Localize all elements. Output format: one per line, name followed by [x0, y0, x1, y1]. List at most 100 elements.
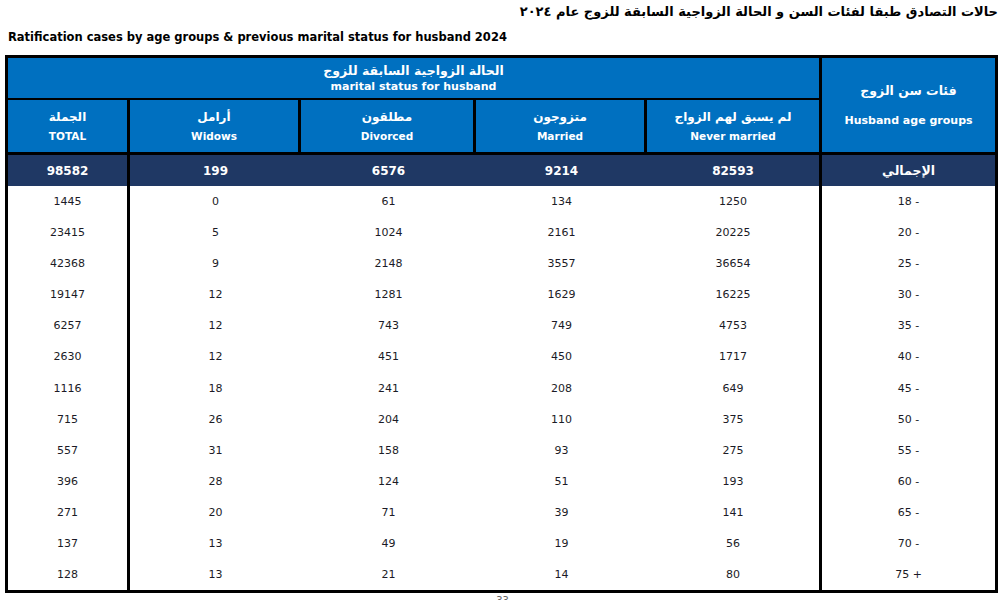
total-cell-married: 9214 — [476, 155, 647, 186]
age-groups-body: 18 - 20 - 25 - 30 - 35 - 40 - 45 - 50 - … — [822, 186, 995, 590]
cell-total: 715 — [8, 404, 130, 435]
cell-divorced: 61 — [301, 186, 476, 217]
cell-married: 1629 — [476, 279, 647, 310]
cell-total: 2630 — [8, 341, 130, 372]
cell-widows: 13 — [130, 559, 301, 590]
cell-widows: 12 — [130, 341, 301, 372]
table-row: 42368 9 2148 3557 36654 — [8, 248, 819, 279]
cell-never-married: 193 — [647, 466, 819, 497]
column-header-total: الجملة TOTAL — [8, 100, 130, 152]
page-title-english: Ratification cases by age groups & previ… — [8, 30, 507, 44]
cell-married: 110 — [476, 404, 647, 435]
table-row: 2630 12 451 450 1717 — [8, 341, 819, 372]
cell-widows: 5 — [130, 217, 301, 248]
cell-widows: 26 — [130, 404, 301, 435]
cell-divorced: 1281 — [301, 279, 476, 310]
cell-divorced: 204 — [301, 404, 476, 435]
cell-widows: 28 — [130, 466, 301, 497]
column-header-divorced-en: Divorced — [361, 130, 413, 142]
cell-total: 19147 — [8, 279, 130, 310]
cell-never-married: 141 — [647, 497, 819, 528]
total-cell-widows: 199 — [130, 155, 301, 186]
cell-married: 450 — [476, 341, 647, 372]
cell-total: 23415 — [8, 217, 130, 248]
cell-never-married: 1250 — [647, 186, 819, 217]
cell-married: 51 — [476, 466, 647, 497]
cell-married: 93 — [476, 435, 647, 466]
column-header-married-en: Married — [537, 130, 583, 142]
cell-married: 14 — [476, 559, 647, 590]
cell-widows: 13 — [130, 528, 301, 559]
column-header-divorced: مطلقون Divorced — [301, 100, 476, 152]
cell-divorced: 71 — [301, 497, 476, 528]
cell-married: 208 — [476, 372, 647, 403]
column-header-married: متزوجون Married — [476, 100, 647, 152]
cell-never-married: 1717 — [647, 341, 819, 372]
age-group-label: 60 - — [822, 466, 995, 497]
table-row: 19147 12 1281 1629 16225 — [8, 279, 819, 310]
age-total-label: الإجمالي — [822, 155, 995, 186]
table-row: 137 13 49 19 56 — [8, 528, 819, 559]
table-row: 715 26 204 110 375 — [8, 404, 819, 435]
group-header-arabic: الحالة الزواجية السابقة للزوج — [323, 63, 504, 78]
column-header-widows: أرامل Widows — [130, 100, 301, 152]
age-group-label: 20 - — [822, 217, 995, 248]
cell-total: 137 — [8, 528, 130, 559]
age-group-label: 35 - — [822, 310, 995, 341]
age-groups-header-ar: فئات سن الزوج — [860, 83, 956, 98]
table-body: 1445 0 61 134 1250 23415 5 1024 2161 202… — [8, 186, 819, 590]
total-cell-divorced: 6576 — [301, 155, 476, 186]
age-group-label: 65 - — [822, 497, 995, 528]
cell-widows: 12 — [130, 310, 301, 341]
cell-never-married: 36654 — [647, 248, 819, 279]
group-header-marital-status: الحالة الزواجية السابقة للزوج marital st… — [8, 58, 819, 100]
column-header-married-ar: متزوجون — [533, 110, 587, 124]
cell-total: 42368 — [8, 248, 130, 279]
age-groups-header: فئات سن الزوج Husband age groups — [822, 58, 995, 155]
cell-total: 128 — [8, 559, 130, 590]
age-group-label: 50 - — [822, 404, 995, 435]
cell-widows: 0 — [130, 186, 301, 217]
age-group-label: 18 - — [822, 186, 995, 217]
cell-divorced: 21 — [301, 559, 476, 590]
age-group-label: 55 - — [822, 435, 995, 466]
column-header-widows-en: Widows — [191, 130, 237, 142]
cell-never-married: 16225 — [647, 279, 819, 310]
table-row: 557 31 158 93 275 — [8, 435, 819, 466]
table-row: 6257 12 743 749 4753 — [8, 310, 819, 341]
cell-total: 1445 — [8, 186, 130, 217]
age-group-label: 70 - — [822, 528, 995, 559]
cell-divorced: 451 — [301, 341, 476, 372]
table-row: 396 28 124 51 193 — [8, 466, 819, 497]
cell-total: 396 — [8, 466, 130, 497]
cell-widows: 18 — [130, 372, 301, 403]
cell-never-married: 56 — [647, 528, 819, 559]
page-title-arabic: حالات التصادق طبقا لفئات السن و الحالة ا… — [520, 4, 998, 19]
table-row: 128 13 21 14 80 — [8, 559, 819, 590]
cell-widows: 20 — [130, 497, 301, 528]
cell-total: 557 — [8, 435, 130, 466]
age-group-label: 40 - — [822, 341, 995, 372]
column-header-never-married-ar: لم يسبق لهم الزواج — [674, 110, 791, 124]
ratification-table: الحالة الزواجية السابقة للزوج marital st… — [5, 55, 998, 593]
total-cell-never-married: 82593 — [647, 155, 819, 186]
cell-never-married: 375 — [647, 404, 819, 435]
cell-never-married: 20225 — [647, 217, 819, 248]
cell-divorced: 2148 — [301, 248, 476, 279]
cell-total: 271 — [8, 497, 130, 528]
table-row: 1445 0 61 134 1250 — [8, 186, 819, 217]
cell-never-married: 275 — [647, 435, 819, 466]
grand-total-row: 98582 199 6576 9214 82593 — [8, 155, 819, 186]
cell-never-married: 80 — [647, 559, 819, 590]
cell-divorced: 1024 — [301, 217, 476, 248]
group-header-english: marital status for husband — [331, 80, 497, 93]
age-group-label: 75 + — [822, 559, 995, 590]
age-group-label: 30 - — [822, 279, 995, 310]
cell-divorced: 124 — [301, 466, 476, 497]
cell-total: 1116 — [8, 372, 130, 403]
column-header-total-en: TOTAL — [49, 130, 86, 142]
cell-total: 6257 — [8, 310, 130, 341]
age-group-label: 25 - — [822, 248, 995, 279]
cell-married: 19 — [476, 528, 647, 559]
table-row: 1116 18 241 208 649 — [8, 372, 819, 403]
